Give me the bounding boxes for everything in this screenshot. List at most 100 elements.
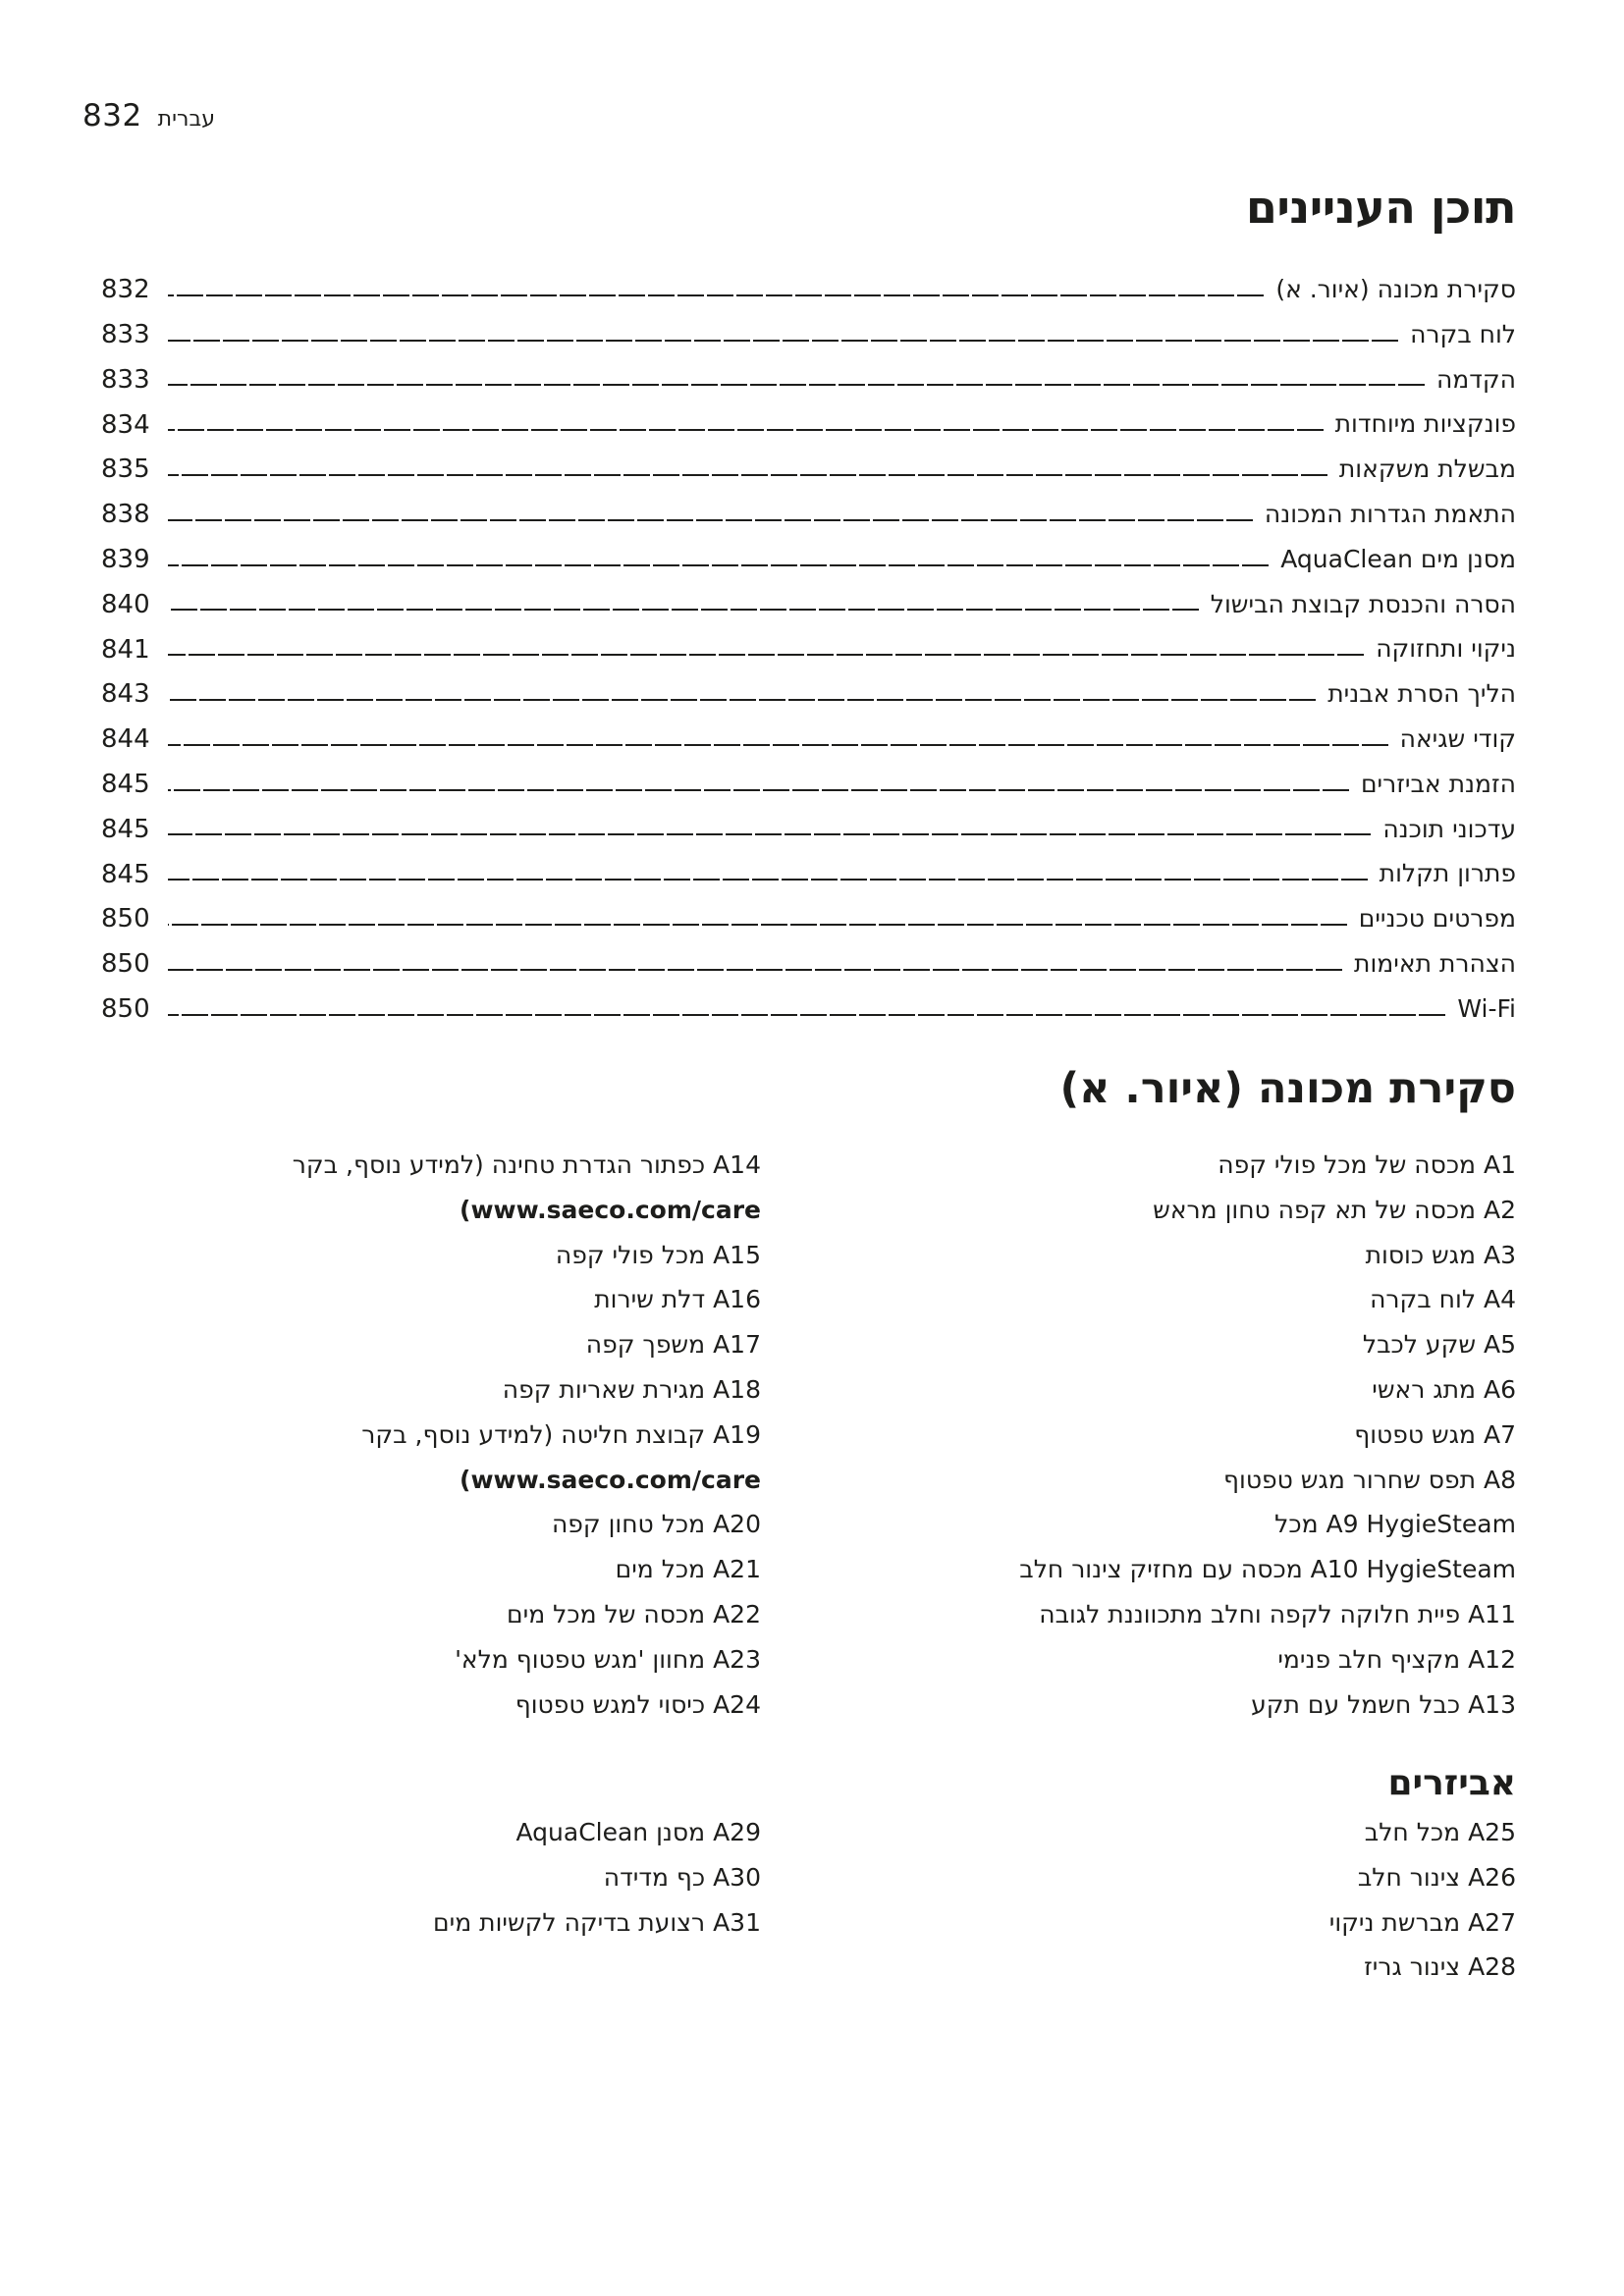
- toc-leader-line: [168, 429, 1324, 432]
- toc-leader-line: [168, 518, 1253, 521]
- toc-row: פונקציות מיוחדות 834: [101, 394, 1516, 439]
- toc-leader-line: [168, 698, 1317, 701]
- toc-entry-label: התאמת הגדרות המכונה: [1264, 500, 1516, 529]
- accessories-item: A29 מסנן AquaClean: [515, 1818, 762, 1846]
- overview-item: A9 HygieSteam מכל: [1274, 1510, 1516, 1539]
- toc-leader-line: [168, 339, 1399, 342]
- toc-leader-line: [168, 968, 1343, 971]
- toc-row: מבשלת משקאות 835: [101, 439, 1516, 484]
- toc-page-number: 834: [101, 409, 150, 440]
- saeco-care-url: www.saeco.com/care): [460, 1465, 761, 1494]
- overview-item: A19 קבוצת חליטה (למידע נוסף, בקר: [361, 1419, 761, 1449]
- overview-item: A21 מכל מים: [615, 1555, 761, 1584]
- language-label: עברית: [157, 107, 215, 132]
- overview-left-column: A14 כפתור הגדרת טחינה (למידע נוסף, בקר w…: [113, 1143, 761, 1727]
- overview-item: A8 תפס שחרור מגש טפטוף: [1223, 1465, 1516, 1494]
- saeco-care-url: www.saeco.com/care): [460, 1195, 761, 1224]
- toc-page-number: 839: [101, 544, 150, 574]
- toc-page-number: 840: [101, 589, 150, 619]
- toc-entry-label: סקירת מכונה (איור. א): [1275, 275, 1516, 304]
- toc-entry-label: הצהרת תאימות: [1354, 949, 1516, 978]
- overview-item: A24 כיסוי למגש טפטוף: [514, 1689, 761, 1719]
- accessories-item: A28 צינור גריז: [1364, 1952, 1516, 1982]
- toc-page-number: 845: [101, 814, 150, 844]
- toc-page-number: 833: [101, 320, 150, 349]
- overview-item: A12 מקציף חלב פנימי: [1277, 1644, 1516, 1674]
- toc-entry-label: לוח בקרה: [1410, 319, 1516, 348]
- overview-item: A4 לוח בקרה: [1370, 1285, 1516, 1314]
- toc-entry-label: מפרטים טכניים: [1358, 904, 1516, 934]
- toc-leader-line: [168, 743, 1388, 746]
- accessories-left-column: A29 מסנן AquaClean A30 כף מדידה A31 רצוע…: [113, 1810, 761, 1945]
- overview-item: A18 מגירת שאריות קפה: [502, 1374, 761, 1404]
- toc-entry-label: הסרה והכנסת קבוצת הבישול: [1210, 589, 1516, 618]
- toc-leader-line: [168, 923, 1347, 926]
- toc-row: ניקוי ותחזוקה 841: [101, 618, 1516, 664]
- toc-leader-line: [168, 473, 1327, 476]
- toc-title: תוכן העניינים: [1245, 181, 1517, 234]
- toc-row: סקירת מכונה (איור. א) 832: [101, 259, 1516, 304]
- toc-page-number: 845: [101, 769, 150, 799]
- overview-item: A3 מגש כוסות: [1365, 1240, 1516, 1269]
- toc-page-number: 841: [101, 634, 150, 665]
- toc-page-number: 845: [101, 859, 150, 889]
- toc-entry-label: הזמנת אביזרים: [1360, 769, 1516, 798]
- toc-row: עדכוני תוכנה 845: [101, 799, 1516, 844]
- page-header: 832 עברית: [82, 98, 215, 133]
- overview-item: A14 כפתור הגדרת טחינה (למידע נוסף, בקר: [292, 1150, 761, 1179]
- overview-item: A16 דלת שירות: [594, 1285, 761, 1314]
- page-number: 832: [82, 98, 142, 133]
- overview-item: A13 כבל חשמל עם תקע: [1251, 1689, 1516, 1719]
- toc-row: הסרה והכנסת קבוצת הבישול 840: [101, 574, 1516, 619]
- toc-entry-label: מבשלת משקאות: [1338, 454, 1516, 484]
- overview-item: A22 מכסה של מכל מים: [507, 1599, 761, 1629]
- toc-row: Wi-Fi 850: [101, 979, 1516, 1024]
- toc-leader-line: [168, 1013, 1446, 1016]
- overview-item: A20 מכל טחון קפה: [551, 1510, 761, 1539]
- toc-leader-line: [168, 384, 1425, 387]
- overview-item: A17 משפך קפה: [585, 1330, 761, 1360]
- toc-row: הזמנת אביזרים 845: [101, 754, 1516, 799]
- toc-page-number: 850: [101, 993, 150, 1024]
- overview-item: A2 מכסה של תא קפה טחון מראש: [1153, 1195, 1516, 1224]
- toc-leader-line: [168, 833, 1372, 836]
- toc-row: הצהרת תאימות 850: [101, 934, 1516, 979]
- section-title-machine-overview: סקירת מכונה (איור. א): [1059, 1064, 1516, 1113]
- toc-page-number: 832: [101, 275, 150, 305]
- overview-right-column: A1 מכסה של מכל פולי קפה A2 מכסה של תא קפ…: [888, 1143, 1516, 1727]
- overview-item: A23 מחוון 'מגש טפטוף מלא': [455, 1644, 761, 1674]
- toc-entry-label: הקדמה: [1435, 364, 1516, 394]
- toc-leader-line: [168, 294, 1265, 296]
- toc-row: מפרטים טכניים 850: [101, 888, 1516, 934]
- toc-page-number: 838: [101, 500, 150, 530]
- toc-row: קודי שגיאה 844: [101, 709, 1516, 754]
- overview-item: A5 שקע לכבל: [1362, 1330, 1516, 1360]
- toc-row: לוח בקרה 833: [101, 304, 1516, 349]
- toc-page-number: 833: [101, 364, 150, 395]
- toc-entry-label: קודי שגיאה: [1399, 724, 1516, 754]
- toc-page-number: 844: [101, 724, 150, 755]
- overview-item: A15 מכל פולי קפה: [555, 1240, 761, 1269]
- accessories-item: A27 מברשת ניקוי: [1328, 1907, 1516, 1937]
- toc-entry-label: מסנן מים AquaClean: [1280, 544, 1516, 573]
- toc-leader-line: [168, 879, 1368, 881]
- toc-leader-line: [168, 563, 1270, 566]
- toc-entry-label: עדכוני תוכנה: [1382, 814, 1516, 843]
- accessories-item: A30 כף מדידה: [603, 1862, 761, 1892]
- toc-entry-label: ניקוי ותחזוקה: [1376, 634, 1516, 664]
- toc-page-number: 843: [101, 679, 150, 710]
- section-title-accessories: אביזרים: [1387, 1763, 1516, 1803]
- toc-leader-line: [168, 654, 1365, 657]
- toc-leader-line: [168, 609, 1199, 612]
- toc-row: הקדמה 833: [101, 349, 1516, 395]
- toc-row: הליך הסרת אבנית 843: [101, 664, 1516, 709]
- accessories-item: A31 רצועת בדיקה לקשיות מים: [433, 1907, 761, 1937]
- toc-entry-label: פתרון תקלות: [1379, 859, 1516, 888]
- toc-entry-label: Wi-Fi: [1457, 993, 1516, 1023]
- toc-row: פתרון תקלות 845: [101, 843, 1516, 888]
- toc-row: מסנן מים AquaClean 839: [101, 529, 1516, 574]
- toc-entry-label: הליך הסרת אבנית: [1327, 679, 1516, 709]
- accessories-right-column: A25 מכל חלב A26 צינור חלב A27 מברשת ניקו…: [888, 1810, 1516, 1990]
- accessories-item: A26 צינור חלב: [1357, 1862, 1516, 1892]
